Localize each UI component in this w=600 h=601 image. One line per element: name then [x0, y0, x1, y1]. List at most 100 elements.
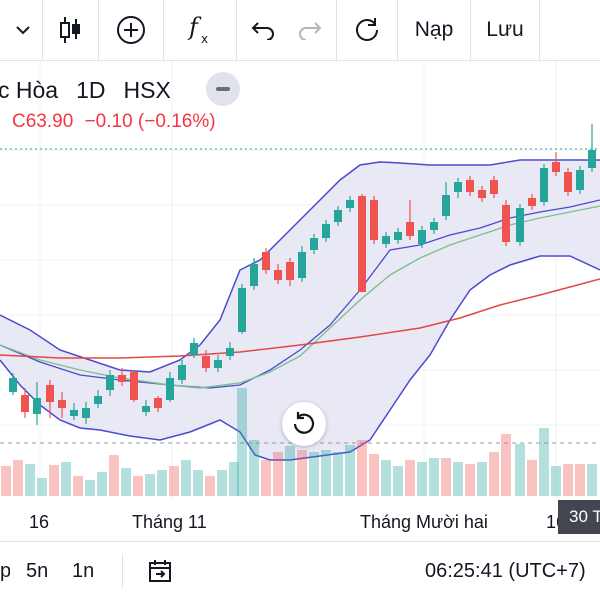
reload-icon[interactable]	[337, 0, 397, 60]
candle-body	[94, 396, 102, 404]
volume-bar	[551, 466, 561, 496]
save-button[interactable]: Lưu	[486, 18, 524, 41]
volume-bar	[273, 452, 283, 496]
candle-body	[142, 406, 150, 412]
candle-body	[564, 172, 572, 192]
candle-body	[310, 238, 318, 250]
candle-body	[154, 398, 162, 408]
candle-body	[540, 168, 548, 202]
collapse-legend-button[interactable]	[206, 72, 240, 106]
candle-body	[418, 230, 426, 244]
volume-bar	[369, 454, 379, 496]
volume-bar	[97, 472, 107, 496]
candle-body	[454, 182, 462, 192]
range-5d-button[interactable]: 5n	[26, 560, 49, 582]
candle-body	[214, 360, 222, 368]
volume-bar	[429, 458, 439, 496]
bollinger-upper	[0, 159, 600, 373]
bollinger-lower	[0, 255, 600, 461]
volume-bar	[441, 458, 451, 496]
function-icon[interactable]: f x	[164, 0, 236, 60]
range-partial[interactable]: p	[0, 560, 10, 582]
volume-bar	[13, 460, 23, 496]
volume-bar	[587, 464, 597, 496]
symbol-name[interactable]: c Hòa	[0, 76, 59, 103]
calendar-goto-icon[interactable]	[146, 542, 174, 601]
redo-icon[interactable]	[284, 0, 336, 60]
svg-text:x: x	[201, 32, 208, 46]
volume-bar	[381, 460, 391, 496]
date-tag: 30 T	[558, 500, 600, 534]
candle-body	[202, 356, 210, 368]
volume-bar	[417, 462, 427, 496]
candle-body	[238, 288, 246, 332]
candle-body	[274, 270, 282, 280]
volume-bar	[405, 460, 415, 496]
candlestick-icon[interactable]	[43, 0, 97, 60]
close-label: C	[12, 111, 26, 132]
chart-legend: c Hòa 1D HSX	[0, 70, 189, 110]
candle-body	[346, 200, 354, 208]
candle-body	[394, 232, 402, 240]
volume-bar	[193, 470, 203, 496]
candle-body	[382, 236, 390, 244]
volume-bar	[393, 466, 403, 496]
volume-bar	[109, 455, 119, 496]
x-axis-label: 16	[29, 512, 50, 532]
volume-bar	[157, 470, 167, 496]
volume-bar	[61, 462, 71, 496]
interval-label[interactable]: 1D	[76, 76, 106, 103]
volume-bar	[465, 464, 475, 496]
candle-body	[286, 262, 294, 280]
volume-bar	[1, 466, 11, 496]
chevron-down-icon[interactable]	[4, 0, 42, 60]
candle-body	[406, 222, 414, 236]
volume-bar	[527, 460, 537, 496]
top-toolbar: f x Nạp Lưu	[0, 0, 600, 61]
candle-body	[588, 150, 596, 168]
reset-chart-button[interactable]	[282, 402, 326, 446]
candle-body	[516, 208, 524, 242]
candle-body	[70, 410, 78, 416]
volume-bar	[563, 464, 573, 496]
undo-icon[interactable]	[237, 0, 289, 60]
volume-bar	[357, 440, 367, 496]
candle-body	[466, 180, 474, 192]
candle-body	[226, 348, 234, 356]
candle-body	[358, 196, 366, 292]
price-chart[interactable]	[0, 61, 600, 540]
volume-bar	[309, 452, 319, 496]
candle-body	[118, 375, 126, 382]
volume-bar	[85, 480, 95, 496]
x-axis-label: Tháng Mười hai	[360, 512, 488, 532]
candle-body	[250, 264, 258, 286]
reset-icon	[293, 412, 315, 434]
clock-time[interactable]: 06:25:41 (UTC+7)	[425, 560, 586, 582]
range-1y-button[interactable]: 1n	[72, 560, 95, 582]
candle-body	[82, 408, 90, 418]
candle-body	[298, 252, 306, 278]
candle-body	[178, 365, 186, 380]
volume-bar	[217, 470, 227, 496]
volume-bar	[49, 465, 59, 496]
volume-bar	[181, 460, 191, 496]
volume-bar	[477, 462, 487, 496]
volume-bar	[133, 476, 143, 496]
candle-body	[478, 190, 486, 198]
candle-body	[106, 375, 114, 390]
volume-bar	[37, 478, 47, 496]
change-value: −0.10	[84, 111, 133, 132]
candle-body	[334, 210, 342, 222]
volume-bar	[345, 445, 355, 496]
candle-body	[166, 378, 174, 400]
x-axis-label: Tháng 11	[132, 512, 207, 532]
volume-bar	[575, 464, 585, 496]
moving-average-long	[0, 278, 600, 359]
load-button[interactable]: Nạp	[414, 18, 454, 41]
candle-body	[430, 222, 438, 230]
candle-body	[552, 162, 560, 172]
volume-bar	[121, 468, 131, 496]
candle-body	[190, 343, 198, 355]
volume-bar	[333, 452, 343, 496]
plus-circle-icon[interactable]	[99, 0, 163, 60]
